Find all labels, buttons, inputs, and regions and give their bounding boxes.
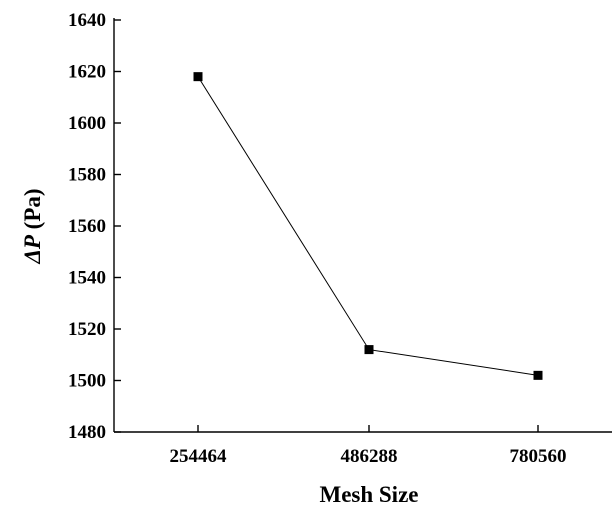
x-ticks: 254464 486288 780560: [170, 425, 567, 467]
y-tick-label: 1640: [68, 10, 106, 31]
y-tick-label: 1520: [68, 319, 106, 340]
y-tick-label: 1620: [68, 62, 106, 83]
axes: [113, 18, 612, 433]
x-tick-label: 486288: [341, 446, 398, 467]
data-point: [364, 345, 374, 355]
y-tick-label: 1560: [68, 216, 106, 237]
y-axis-title-unit: (Pa): [20, 188, 45, 235]
series: [193, 72, 543, 380]
y-tick-label: 1580: [68, 165, 106, 186]
y-tick-label: 1500: [68, 371, 106, 392]
x-axis-title: Mesh Size: [319, 482, 418, 507]
data-point: [193, 72, 203, 82]
series-line: [197, 76, 539, 376]
data-point: [533, 370, 543, 380]
y-tick-label: 1480: [68, 422, 106, 443]
x-tick-label: 780560: [510, 446, 567, 467]
y-axis-title-symbol: ΔP: [20, 234, 45, 264]
y-axis-title: ΔP (Pa): [20, 188, 45, 264]
y-ticks: 1480 1500 1520 1540 1560 1580 1600 1620 1640: [68, 10, 121, 443]
y-tick-label: 1540: [68, 268, 106, 289]
y-tick-label: 1600: [68, 113, 106, 134]
x-tick-label: 254464: [170, 446, 228, 467]
